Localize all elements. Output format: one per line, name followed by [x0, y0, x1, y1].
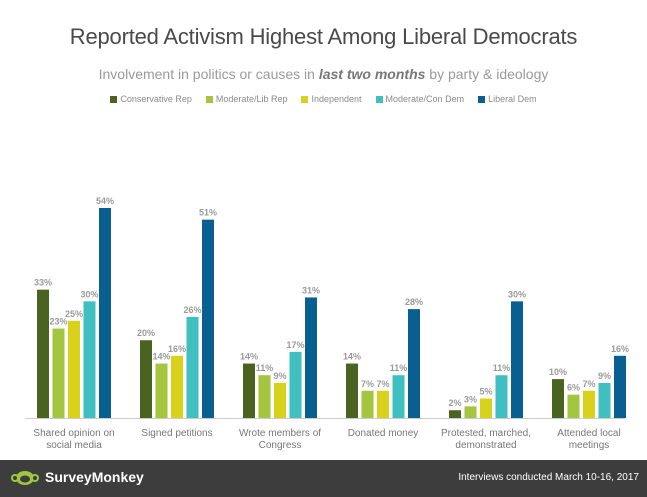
bar [37, 289, 49, 418]
legend-label: Liberal Dem [488, 94, 537, 104]
data-label: 30% [508, 289, 526, 299]
bar [598, 383, 611, 418]
data-label: 7% [582, 379, 595, 389]
data-label: 26% [183, 305, 201, 315]
category-label: meetings [569, 440, 610, 451]
bar [614, 355, 626, 418]
data-label: 14% [343, 352, 361, 362]
legend-swatch [375, 95, 383, 103]
data-label: 28% [405, 297, 423, 307]
bar [361, 390, 374, 418]
bar [583, 390, 595, 418]
data-label: 2% [448, 398, 461, 408]
data-label: 23% [49, 317, 67, 327]
data-label: 3% [464, 394, 477, 404]
bar [480, 398, 492, 418]
data-label: 25% [65, 309, 83, 319]
legend-label: Moderate/Con Dem [385, 94, 465, 104]
data-label: 9% [273, 371, 286, 381]
bar [274, 383, 286, 418]
category-label: Wrote members of [239, 428, 321, 439]
data-label: 7% [361, 379, 374, 389]
category-label: Shared opinion on [33, 428, 114, 439]
bar [392, 375, 405, 418]
data-label: 9% [598, 371, 611, 381]
chart-subtitle: Involvement in politics or causes in las… [0, 66, 647, 82]
category-label: Congress [259, 440, 302, 451]
bar [449, 410, 461, 418]
bar [202, 219, 214, 418]
data-label: 14% [240, 352, 258, 362]
bar [346, 363, 358, 418]
bar [155, 363, 168, 418]
bar [99, 208, 111, 418]
bar [140, 340, 152, 418]
legend-label: Moderate/Lib Rep [215, 94, 288, 104]
bar [552, 379, 564, 418]
legend-item: Liberal Dem [478, 94, 537, 104]
data-label: 11% [493, 363, 511, 373]
surveymonkey-logo-icon [11, 471, 39, 485]
legend-swatch [205, 95, 213, 103]
chart-title: Reported Activism Highest Among Liberal … [69, 24, 578, 49]
bar [171, 355, 183, 418]
bar [52, 328, 65, 418]
data-label: 17% [286, 340, 304, 350]
data-label: 54% [96, 196, 114, 206]
bar [289, 351, 302, 418]
footer-bar: SurveyMonkey Interviews conducted March … [0, 460, 647, 497]
category-label: Donated money [348, 428, 419, 439]
data-label: 11% [390, 363, 408, 373]
subtitle-post: by party & ideology [425, 66, 549, 82]
data-label: 16% [611, 344, 629, 354]
data-label: 16% [168, 344, 186, 354]
legend-label: Conservative Rep [120, 94, 192, 104]
category-label: social media [46, 440, 102, 451]
interview-dates-note: Interviews conducted March 10-16, 2017 [458, 472, 639, 483]
legend-item: Conservative Rep [110, 94, 192, 104]
data-label: 33% [34, 278, 52, 288]
data-label: 51% [199, 208, 217, 218]
data-label: 5% [479, 387, 492, 397]
legend-label: Independent [311, 94, 362, 104]
data-label: 7% [376, 379, 389, 389]
category-label: Signed petitions [141, 428, 212, 439]
category-label: demonstrated [455, 440, 516, 451]
legend-item: Moderate/Lib Rep [205, 94, 288, 104]
bar [305, 297, 317, 418]
bar [377, 390, 389, 418]
category-label: Protested, marched, [441, 428, 531, 439]
chart-legend: Conservative Rep Moderate/Lib Rep Independ… [0, 94, 647, 104]
bar [68, 320, 80, 418]
surveymonkey-logo[interactable]: SurveyMonkey [10, 467, 144, 487]
bar [186, 316, 199, 418]
bar [567, 394, 580, 418]
subtitle-emphasis: last two months [318, 66, 426, 82]
legend-swatch [478, 95, 486, 103]
data-label: 14% [152, 352, 170, 362]
bar [495, 375, 508, 418]
bar [243, 363, 255, 418]
legend-swatch [301, 95, 309, 103]
data-label: 6% [567, 383, 580, 393]
data-label: 10% [549, 367, 567, 377]
legend-item: Independent [301, 94, 362, 104]
data-label: 20% [137, 328, 155, 338]
bar [408, 309, 420, 418]
data-label: 30% [80, 289, 98, 299]
legend-swatch [110, 95, 118, 103]
bar [83, 301, 96, 418]
data-label: 11% [256, 363, 274, 373]
bar [464, 406, 477, 418]
brand-name: SurveyMonkey [45, 469, 144, 485]
bar [511, 301, 523, 418]
subtitle-pre: Involvement in politics or causes in [98, 66, 319, 82]
legend-item: Moderate/Con Dem [375, 94, 465, 104]
category-label: Attended local [557, 428, 620, 439]
data-label: 31% [302, 285, 320, 295]
bar [258, 375, 271, 418]
